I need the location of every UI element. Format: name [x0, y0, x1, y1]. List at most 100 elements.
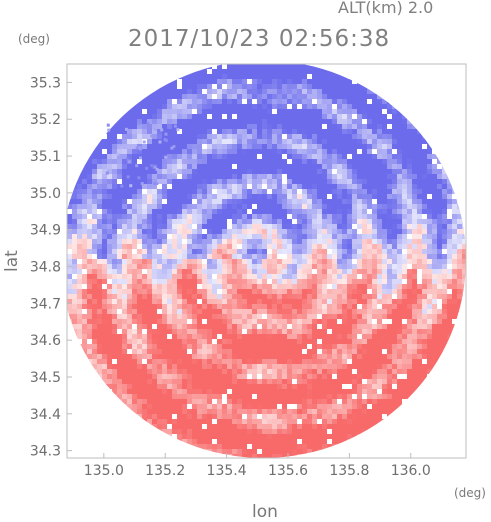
radar-cell [327, 374, 332, 379]
radar-cell [422, 284, 427, 289]
radar-cell [122, 349, 127, 354]
radar-cell [447, 309, 452, 314]
radar-cell [132, 334, 137, 339]
radar-cell [317, 379, 322, 384]
radar-cell [427, 254, 432, 259]
radar-cell [302, 74, 307, 79]
radar-cell [157, 169, 162, 174]
radar-cell [107, 369, 112, 374]
radar-cell [262, 124, 267, 129]
radar-cell [437, 124, 442, 129]
radar-cell [252, 299, 257, 304]
radar-cell [162, 164, 167, 169]
radar-cell [337, 114, 342, 119]
radar-cell [307, 354, 312, 359]
radar-cell [447, 319, 452, 324]
radar-cell [67, 179, 72, 184]
radar-cell [452, 219, 457, 224]
radar-cell [257, 274, 262, 279]
radar-cell [352, 284, 357, 289]
radar-cell [117, 194, 122, 199]
radar-cell [302, 79, 307, 84]
radar-cell [257, 69, 262, 74]
radar-cell [442, 359, 447, 364]
radar-cell [162, 129, 167, 134]
radar-cell [162, 274, 167, 279]
radar-cell [282, 114, 287, 119]
radar-cell [197, 224, 202, 229]
radar-cell [307, 84, 312, 89]
radar-cell [307, 254, 312, 259]
radar-cell [162, 234, 167, 239]
radar-cell [427, 179, 432, 184]
radar-cell [277, 354, 282, 359]
radar-cell [152, 214, 157, 219]
radar-cell [172, 164, 177, 169]
radar-cell [357, 309, 362, 314]
radar-cell [87, 379, 92, 384]
radar-cell [437, 279, 442, 284]
radar-cell [442, 159, 447, 164]
radar-cell [317, 279, 322, 284]
radar-cell [202, 304, 207, 309]
radar-cell [377, 364, 382, 369]
radar-cell [407, 344, 412, 349]
radar-cell [452, 264, 457, 269]
radar-cell [67, 224, 72, 229]
radar-cell [417, 249, 422, 254]
radar-cell [442, 184, 447, 189]
radar-cell [357, 269, 362, 274]
radar-cell [127, 84, 132, 89]
radar-cell [412, 299, 417, 304]
radar-cell [357, 344, 362, 349]
radar-cell [137, 149, 142, 154]
radar-cell [357, 79, 362, 84]
radar-cell [377, 334, 382, 339]
radar-cell [112, 264, 117, 269]
radar-cell [102, 364, 107, 369]
radar-cell [292, 189, 297, 194]
radar-cell [72, 369, 77, 374]
radar-cell [117, 219, 122, 224]
radar-cell [347, 324, 352, 329]
radar-cell [72, 314, 77, 319]
radar-cell [427, 224, 432, 229]
radar-cell [392, 79, 397, 84]
radar-cell [317, 364, 322, 369]
radar-cell [167, 74, 172, 79]
radar-cell [197, 119, 202, 124]
radar-cell [277, 339, 282, 344]
radar-cell [262, 179, 267, 184]
radar-cell [382, 184, 387, 189]
radar-cell [362, 344, 367, 349]
radar-cell [357, 174, 362, 179]
radar-cell [407, 229, 412, 234]
radar-cell [302, 134, 307, 139]
radar-cell [282, 384, 287, 389]
radar-cell [312, 109, 317, 114]
radar-cell [287, 179, 292, 184]
radar-cell [302, 279, 307, 284]
radar-cell [117, 334, 122, 339]
radar-cell [332, 259, 337, 264]
radar-cell [372, 359, 377, 364]
radar-cell [77, 64, 82, 69]
radar-cell [157, 84, 162, 89]
radar-cell [87, 129, 92, 134]
radar-cell [157, 329, 162, 334]
radar-cell [282, 249, 287, 254]
radar-cell [442, 364, 447, 369]
radar-cell [302, 199, 307, 204]
radar-cell [307, 229, 312, 234]
radar-cell [102, 144, 107, 149]
radar-cell [127, 339, 132, 344]
radar-cell [282, 264, 287, 269]
radar-cell [82, 109, 87, 114]
radar-cell [442, 164, 447, 169]
radar-cell [457, 79, 462, 84]
radar-cell [407, 384, 412, 389]
radar-cell [447, 284, 452, 289]
radar-cell [187, 109, 192, 114]
radar-cell [407, 149, 412, 154]
radar-cell [92, 279, 97, 284]
